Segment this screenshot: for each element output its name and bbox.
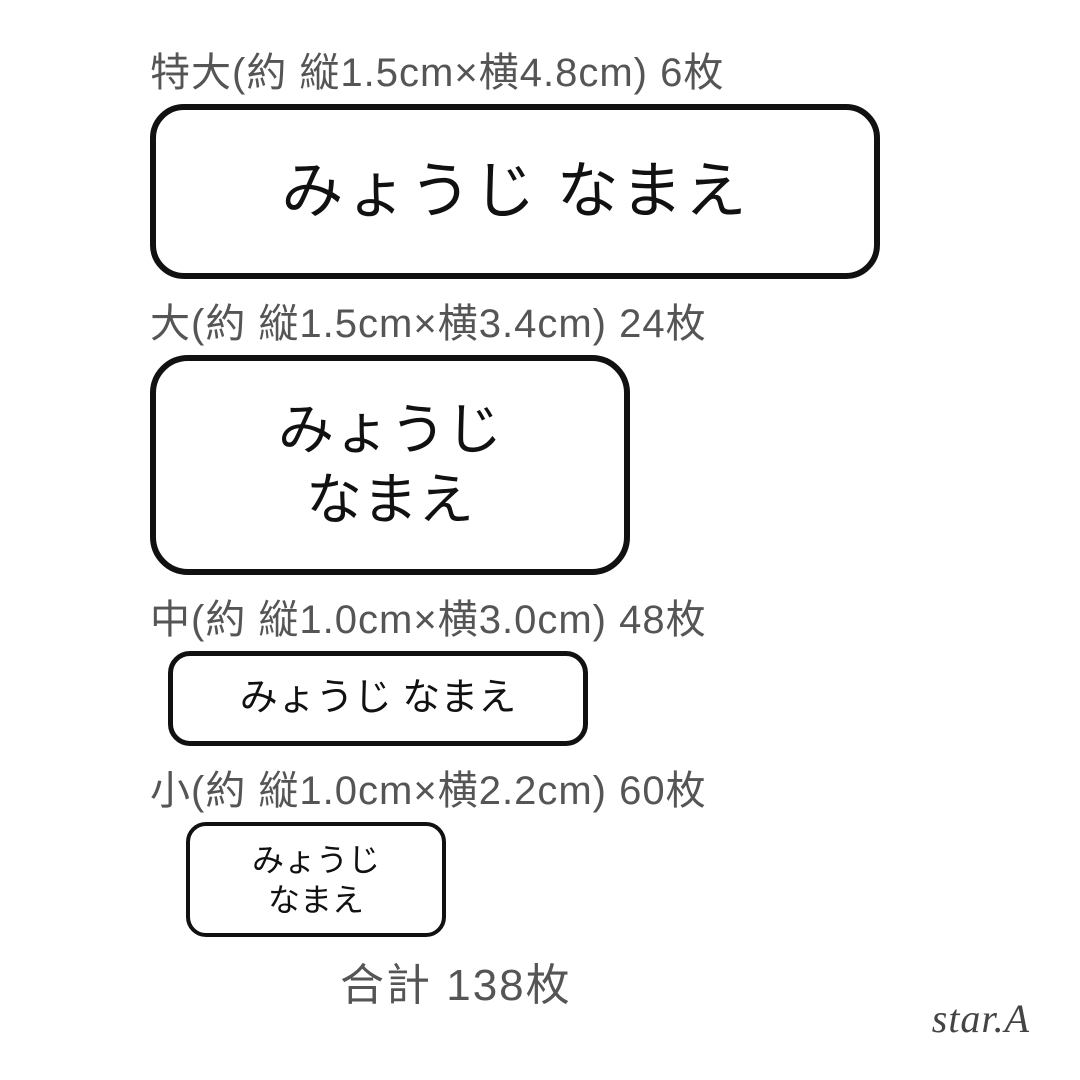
size-label-l: 大(約 縦1.5cm×横3.4cm) 24枚 xyxy=(150,291,1080,349)
sticker-l: みょうじ なまえ xyxy=(150,355,630,575)
sticker-l-line1: みょうじ xyxy=(278,395,502,465)
sticker-l-line2: なまえ xyxy=(306,465,474,535)
sticker-xl: みょうじ なまえ xyxy=(150,104,880,279)
sticker-s: みょうじ なまえ xyxy=(186,822,446,937)
size-label-s: 小(約 縦1.0cm×横2.2cm) 60枚 xyxy=(150,758,1080,816)
size-label-xl: 特大(約 縦1.5cm×横4.8cm) 6枚 xyxy=(150,40,1080,98)
size-chart-container: 特大(約 縦1.5cm×横4.8cm) 6枚 みょうじ なまえ 大(約 縦1.5… xyxy=(0,0,1080,1013)
sticker-m-text: みょうじ なまえ xyxy=(240,675,517,723)
size-label-m: 中(約 縦1.0cm×横3.0cm) 48枚 xyxy=(150,587,1080,645)
sticker-s-line2: なまえ xyxy=(268,880,364,920)
signature: star.A xyxy=(932,995,1030,1042)
sticker-s-line1: みょうじ xyxy=(252,840,380,880)
sticker-xl-text: みょうじ なまえ xyxy=(281,153,748,231)
sticker-m: みょうじ なまえ xyxy=(168,651,588,746)
